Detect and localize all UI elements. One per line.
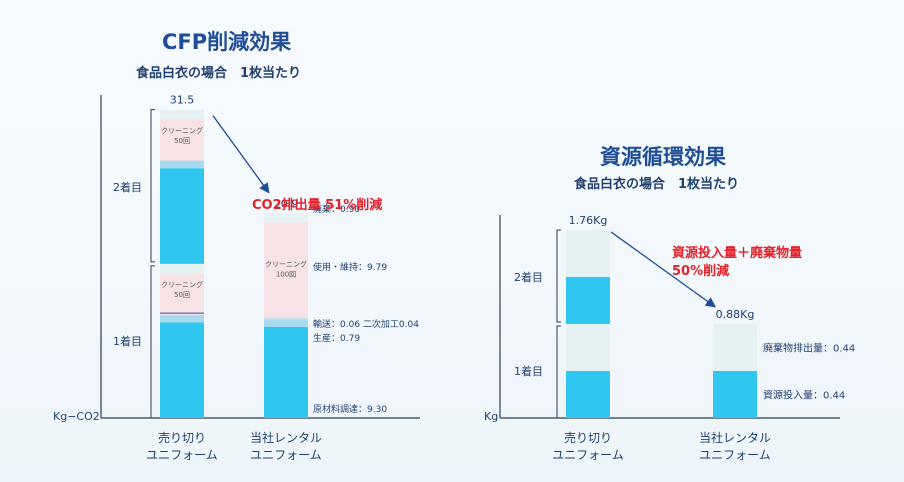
bar-sold-cleaning-label: 50回 <box>174 137 190 145</box>
bar-rental-annotation: 使用・維持：9.79 <box>313 261 387 273</box>
x-category-label: ユニフォーム <box>552 448 624 462</box>
cfp-chart-subtitle: 食品白衣の場合 1枚当たり <box>136 66 302 81</box>
y-axis-label: Kg−CO2 <box>53 410 100 423</box>
bar-rental-segment <box>264 319 308 327</box>
bar-rental-annotation: 廃棄：0.90 <box>313 203 360 215</box>
bar-sold-cleaning-label: クリーニング <box>161 126 203 135</box>
reduction-label: 資源投入量＋廃棄物量 <box>672 245 802 261</box>
x-category-label: 当社レンタル <box>250 430 322 445</box>
group-bracket-2nd <box>150 109 155 263</box>
x-category-label: 売り切り <box>158 430 206 445</box>
bar-rental-annotation: 原材料調達：9.30 <box>313 403 387 415</box>
bar-rental-total-label: 0.88Kg <box>716 308 755 321</box>
group-label-1st: 1着目 <box>514 364 543 378</box>
bar-sold-transport-segment <box>160 160 204 169</box>
bar-rental-segment <box>264 213 308 223</box>
bar-rental-segment <box>264 318 308 320</box>
bar-sold-waste-segment <box>566 323 610 371</box>
bar-sold-cleaning-label: クリーニング <box>161 280 203 289</box>
bar-rental-waste-segment <box>713 323 757 371</box>
cfp-chart-title: CFP削減効果 <box>162 30 292 54</box>
bar-sold-transport-segment <box>160 314 204 323</box>
bar-sold-total-label: 1.76Kg <box>569 214 608 227</box>
bar-sold-input-segment <box>566 276 610 324</box>
x-category-label: ユニフォーム <box>699 448 771 462</box>
bar-rental-annotation: 生産：0.79 <box>313 332 360 344</box>
bar-rental-annotation: 廃棄物排出量：0.44 <box>763 341 855 354</box>
x-category-label: ユニフォーム <box>146 448 218 462</box>
bar-rental-cleaning-label: クリーニング <box>265 259 307 268</box>
bar-rental-annotation: 輸送：0.06 二次加工0.04 <box>313 318 419 330</box>
bar-rental-segment <box>264 326 308 418</box>
bar-rental-cleaning-label: 100回 <box>276 270 296 278</box>
group-bracket-2nd <box>556 229 561 323</box>
bar-sold-production-segment <box>160 322 204 418</box>
x-category-label: 当社レンタル <box>699 430 771 445</box>
group-label-2nd: 2着目 <box>514 270 543 284</box>
resource-chart-subtitle: 食品白衣の場合 1枚当たり <box>574 177 740 192</box>
y-axis-label: Kg <box>484 410 498 423</box>
resource-chart-title: 資源循環効果 <box>600 145 726 169</box>
group-label-1st: 1着目 <box>113 334 142 348</box>
bar-rental-annotation: 資源投入量：0.44 <box>763 388 845 401</box>
bar-rental-segment <box>264 222 308 319</box>
bar-sold-production-segment <box>160 168 204 264</box>
bar-rental-input-segment <box>713 370 757 418</box>
reduction-label: 50%削減 <box>672 263 729 279</box>
bar-rental-total-label: 20.9 <box>274 197 299 210</box>
bar-sold-cleaning-label: 50回 <box>174 291 190 299</box>
reduction-arrow <box>212 115 270 194</box>
bar-sold-waste-segment <box>566 229 610 277</box>
bar-sold-total-label: 31.5 <box>170 94 195 107</box>
x-category-label: ユニフォーム <box>250 448 322 462</box>
bar-sold-cleaning-segment <box>160 273 204 315</box>
group-bracket-1st <box>556 325 561 419</box>
bar-sold-disposal-segment <box>160 109 204 119</box>
reduction-label: CO2排出量 51%削減 <box>252 197 382 213</box>
bar-sold-input-segment <box>566 370 610 418</box>
group-label-2nd: 2着目 <box>113 180 142 194</box>
group-bracket-1st <box>150 265 155 419</box>
x-category-label: 売り切り <box>564 430 612 445</box>
bar-sold-cleaning-segment <box>160 118 204 161</box>
bar-sold-disposal-segment <box>160 263 204 274</box>
reduction-arrow <box>610 231 717 308</box>
